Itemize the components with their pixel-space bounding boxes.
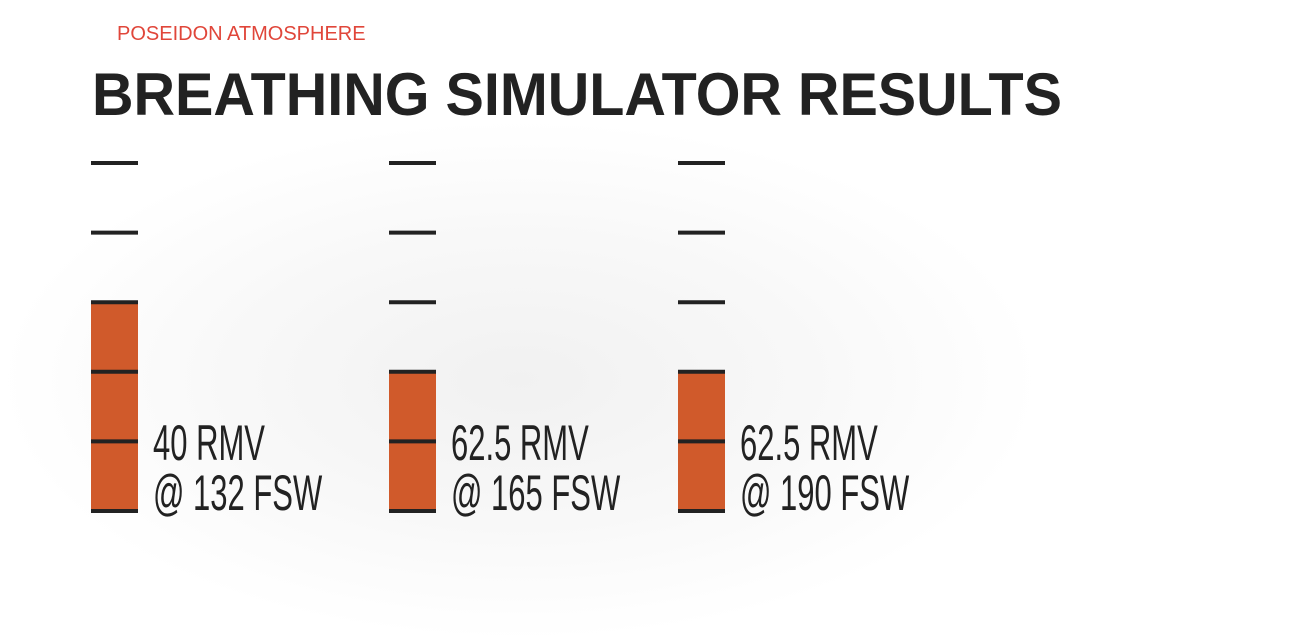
rmv-label: 62.5 RMV (451, 414, 589, 470)
brand-subtitle: POSEIDON ATMOSPHERE (117, 23, 366, 45)
page-title: BREATHING SIMULATOR RESULTS (92, 61, 1062, 128)
rmv-label: 40 RMV (153, 414, 265, 470)
gauge-fill (91, 302, 138, 511)
depth-label: @ 132 FSW (153, 464, 323, 520)
depth-label: @ 165 FSW (451, 464, 621, 520)
rmv-label: 62.5 RMV (740, 414, 878, 470)
depth-label: @ 190 FSW (740, 464, 910, 520)
